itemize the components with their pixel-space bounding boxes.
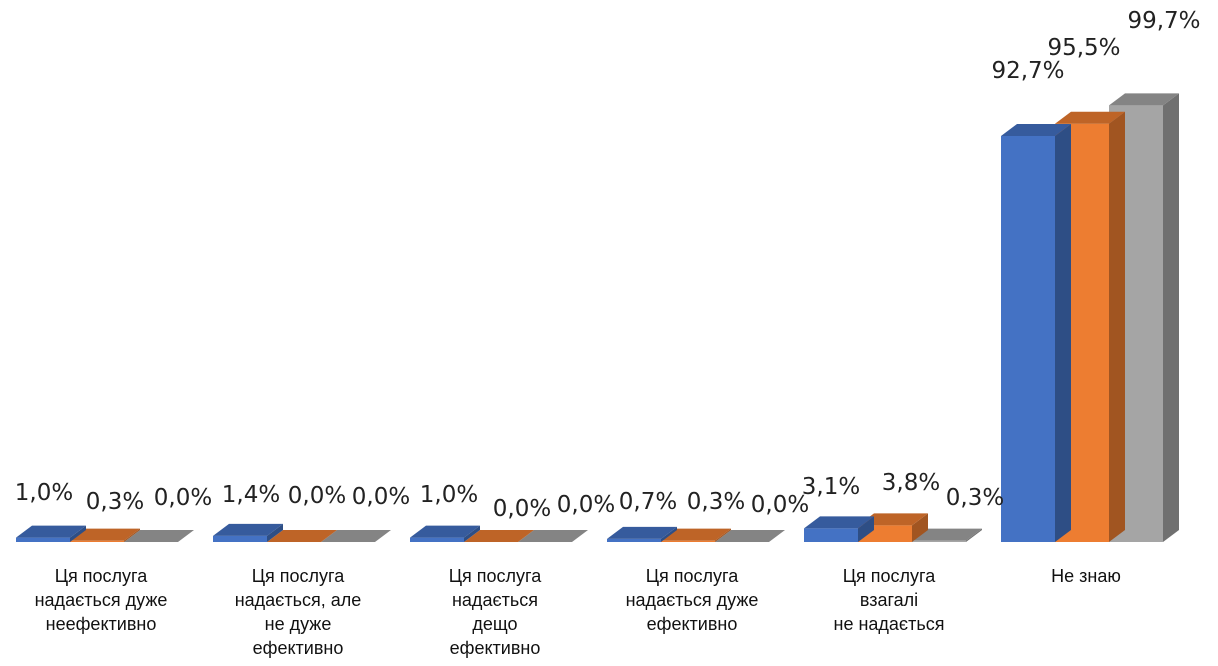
- bar-front: [1001, 135, 1055, 542]
- data-label: 3,8%: [882, 470, 940, 496]
- bar-side: [661, 526, 677, 542]
- bar: [661, 528, 731, 542]
- bar-top: [804, 516, 874, 529]
- bar-top: [321, 530, 391, 542]
- bar: [213, 523, 283, 542]
- category-label: Ця послуга взагалі не надається: [834, 566, 945, 634]
- category-label: Ця послуга надається дуже ефективно: [626, 566, 759, 634]
- category-label: Ця послуга надається дещо ефективно: [449, 566, 542, 658]
- bar-top: [715, 530, 785, 542]
- data-label: 0,0%: [352, 484, 410, 510]
- bar-top: [267, 530, 337, 542]
- bar-top: [124, 530, 194, 542]
- bar-top: [912, 528, 982, 541]
- data-label: 92,7%: [991, 58, 1064, 84]
- bar-side: [267, 523, 283, 542]
- data-label: 99,7%: [1127, 8, 1200, 34]
- data-labels-layer: 1,0% 0,3% 0,0% 1,4% 0,0% 0,0% 1,0%0,0% 0,0% 0,7%…: [15, 8, 1201, 522]
- bar: [607, 526, 677, 542]
- bar-top: [70, 528, 140, 541]
- data-label: 0,3%: [86, 489, 144, 515]
- bar-top: [607, 526, 677, 539]
- bar-front: [16, 537, 70, 542]
- bar: [124, 530, 194, 543]
- bar-side: [966, 528, 982, 542]
- category-labels-layer: Ця послуга надається дуже неефективно Ця по…: [35, 566, 1121, 658]
- bar: [804, 516, 874, 542]
- data-label: 0,0%: [493, 496, 551, 522]
- data-label: 0,0%: [751, 492, 809, 518]
- bar-top: [213, 523, 283, 536]
- data-label: 95,5%: [1047, 35, 1120, 61]
- bar-front: [70, 540, 124, 542]
- bar-side: [715, 528, 731, 542]
- bar: [16, 525, 86, 542]
- bars-layer: [16, 93, 1179, 543]
- bar-side: [1163, 93, 1179, 543]
- bar-top: [1055, 111, 1125, 124]
- bar: [464, 530, 534, 543]
- bar-front: [912, 540, 966, 542]
- bar: [715, 530, 785, 543]
- bar-top: [1109, 93, 1179, 106]
- data-label: 3,1%: [802, 474, 860, 500]
- bar-top: [16, 525, 86, 538]
- bar-front: [410, 537, 464, 542]
- bar-top: [661, 528, 731, 541]
- data-label: 0,0%: [154, 485, 212, 511]
- bar: [321, 530, 391, 543]
- bar: [70, 528, 140, 542]
- category-label: Ця послуга надається, але не дуже ефективно: [235, 566, 362, 658]
- data-label: 0,7%: [619, 489, 677, 515]
- data-label: 0,0%: [557, 492, 615, 518]
- data-label: 1,4%: [222, 482, 280, 508]
- category-label: Ця послуга надається дуже неефективно: [35, 566, 168, 634]
- bar-front: [607, 538, 661, 542]
- bar-side: [70, 525, 86, 542]
- data-label: 0,0%: [288, 483, 346, 509]
- bar-side: [124, 528, 140, 542]
- bar-side: [464, 525, 480, 542]
- bar-top: [1001, 123, 1071, 136]
- bar-side: [912, 513, 928, 542]
- bar: [1001, 123, 1071, 542]
- bar-front: [804, 528, 858, 542]
- bar-side: [1109, 111, 1125, 543]
- bar-top: [464, 530, 534, 542]
- data-label: 1,0%: [420, 482, 478, 508]
- bar: [267, 530, 337, 543]
- category-label: Не знаю: [1051, 566, 1121, 586]
- bar-top: [410, 525, 480, 538]
- bar: [912, 528, 982, 542]
- bar: [410, 525, 480, 542]
- data-label: 0,3%: [687, 489, 745, 515]
- bar-top: [518, 530, 588, 542]
- bar-front: [213, 535, 267, 542]
- data-label: 1,0%: [15, 480, 73, 506]
- bar-top: [858, 513, 928, 526]
- bar-side: [858, 516, 874, 542]
- bar-front: [661, 540, 715, 542]
- bar-side: [1055, 123, 1071, 542]
- data-label: 0,3%: [946, 485, 1004, 511]
- bar: [518, 530, 588, 543]
